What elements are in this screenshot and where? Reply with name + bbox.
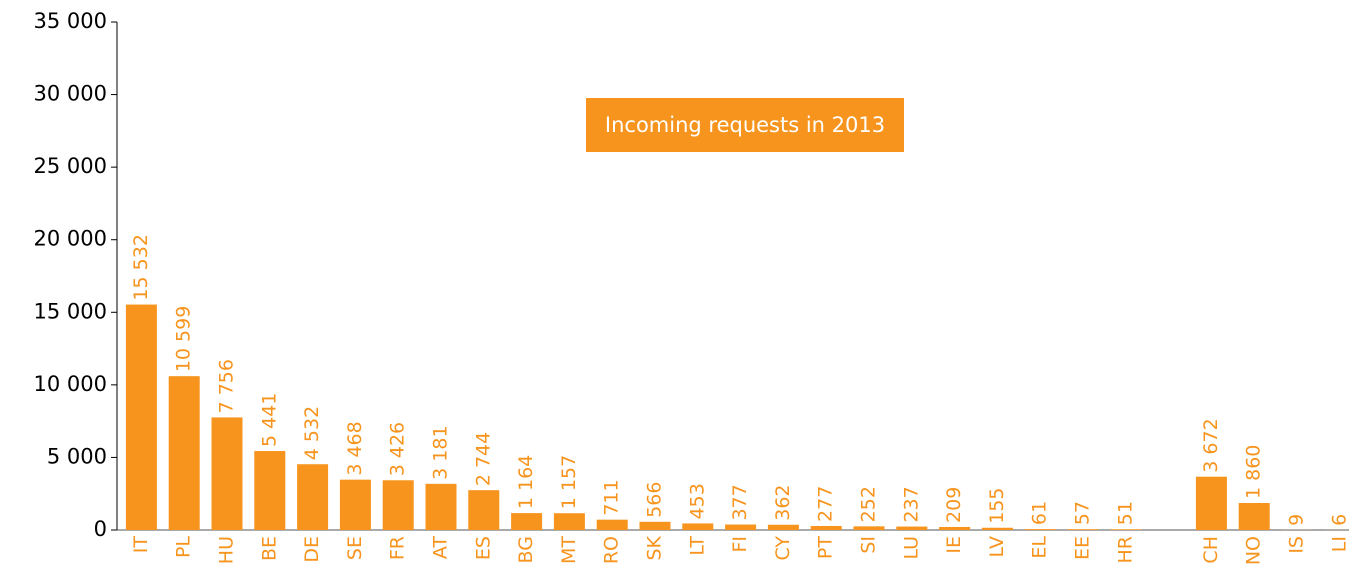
bar bbox=[1067, 529, 1099, 530]
x-tick-label: CY bbox=[772, 536, 794, 561]
x-tick-label: LU bbox=[900, 536, 922, 560]
y-tick-label: 20 000 bbox=[34, 227, 107, 251]
value-label: 377 bbox=[729, 484, 751, 520]
y-tick-label: 15 000 bbox=[34, 299, 107, 323]
y-tick-label: 35 000 bbox=[34, 9, 107, 33]
x-tick-label: SK bbox=[644, 535, 666, 560]
x-tick-label: IS bbox=[1286, 536, 1308, 554]
value-label: 3 181 bbox=[430, 425, 452, 479]
x-tick-label: NO bbox=[1243, 536, 1265, 565]
x-tick-label: LT bbox=[686, 536, 708, 556]
bar bbox=[168, 376, 200, 530]
value-label: 237 bbox=[900, 486, 922, 522]
x-tick-label: IE bbox=[943, 536, 965, 554]
x-tick-label: AT bbox=[430, 536, 452, 560]
bar bbox=[810, 525, 842, 530]
y-tick-label: 0 bbox=[94, 517, 107, 541]
x-tick-label: BG bbox=[515, 536, 537, 563]
x-tick-label: PT bbox=[815, 536, 837, 559]
y-tick-label: 10 000 bbox=[34, 372, 107, 396]
value-label: 453 bbox=[686, 483, 708, 519]
title-box bbox=[586, 98, 904, 152]
y-tick-label: 25 000 bbox=[34, 154, 107, 178]
x-tick-label: PL bbox=[173, 536, 195, 558]
value-label: 4 532 bbox=[301, 406, 323, 460]
value-label: 711 bbox=[601, 479, 623, 515]
bar bbox=[382, 480, 414, 530]
x-tick-label: IT bbox=[130, 536, 152, 554]
value-label: 277 bbox=[815, 486, 837, 522]
value-label: 15 532 bbox=[130, 234, 152, 300]
bar bbox=[468, 490, 500, 530]
y-tick-label: 5 000 bbox=[47, 444, 107, 468]
bar bbox=[896, 526, 928, 530]
x-tick-label: SI bbox=[858, 536, 880, 554]
x-tick-label: SE bbox=[344, 536, 366, 560]
bar bbox=[1110, 529, 1142, 530]
bar bbox=[639, 521, 671, 530]
x-tick-label: RO bbox=[601, 536, 623, 564]
x-tick-label: MT bbox=[558, 536, 580, 564]
value-label: 5 441 bbox=[258, 393, 280, 447]
value-label: 7 756 bbox=[216, 359, 238, 413]
value-label: 51 bbox=[1114, 501, 1136, 525]
value-label: 209 bbox=[943, 487, 965, 523]
value-label: 10 599 bbox=[173, 306, 195, 372]
bar bbox=[1195, 476, 1227, 530]
value-label: 252 bbox=[858, 486, 880, 522]
value-label: 1 164 bbox=[515, 455, 537, 509]
y-tick-label: 30 000 bbox=[34, 82, 107, 106]
x-tick-label: ES bbox=[472, 536, 494, 560]
x-tick-label: FR bbox=[387, 536, 409, 560]
bar bbox=[981, 527, 1013, 530]
value-label: 61 bbox=[1029, 501, 1051, 525]
value-label: 9 bbox=[1286, 514, 1308, 526]
x-tick-label: HR bbox=[1114, 536, 1136, 564]
x-tick-label: LI bbox=[1328, 536, 1349, 552]
bar bbox=[339, 479, 371, 530]
bar bbox=[254, 451, 286, 530]
x-tick-label: EL bbox=[1029, 536, 1051, 559]
bar bbox=[682, 523, 714, 530]
x-tick-label: CH bbox=[1200, 536, 1222, 564]
bar bbox=[1024, 529, 1056, 530]
bar bbox=[211, 417, 243, 530]
bar bbox=[725, 524, 757, 530]
x-tick-label: FI bbox=[729, 536, 751, 553]
bar bbox=[1238, 503, 1270, 530]
bar bbox=[553, 513, 585, 530]
value-label: 155 bbox=[986, 487, 1008, 523]
bar bbox=[511, 513, 543, 530]
bar bbox=[853, 526, 885, 530]
x-tick-label: LV bbox=[986, 536, 1008, 558]
bar bbox=[125, 304, 157, 530]
bar bbox=[596, 519, 628, 530]
x-tick-label: BE bbox=[258, 536, 280, 561]
value-label: 3 468 bbox=[344, 421, 366, 475]
bar bbox=[767, 524, 799, 530]
value-label: 1 157 bbox=[558, 455, 580, 509]
bar bbox=[297, 464, 329, 530]
value-label: 362 bbox=[772, 484, 794, 520]
value-label: 3 426 bbox=[387, 422, 409, 476]
value-label: 6 bbox=[1328, 514, 1349, 526]
x-tick-label: HU bbox=[216, 536, 238, 564]
value-label: 1 860 bbox=[1243, 445, 1265, 499]
chart-title: Incoming requests in 2013 bbox=[605, 113, 885, 137]
value-label: 57 bbox=[1072, 501, 1094, 525]
value-label: 2 744 bbox=[472, 432, 494, 486]
bar bbox=[425, 483, 457, 530]
bar bbox=[939, 526, 971, 530]
value-label: 566 bbox=[644, 482, 666, 518]
value-label: 3 672 bbox=[1200, 418, 1222, 472]
x-tick-label: DE bbox=[301, 536, 323, 563]
x-tick-label: EE bbox=[1072, 536, 1094, 560]
